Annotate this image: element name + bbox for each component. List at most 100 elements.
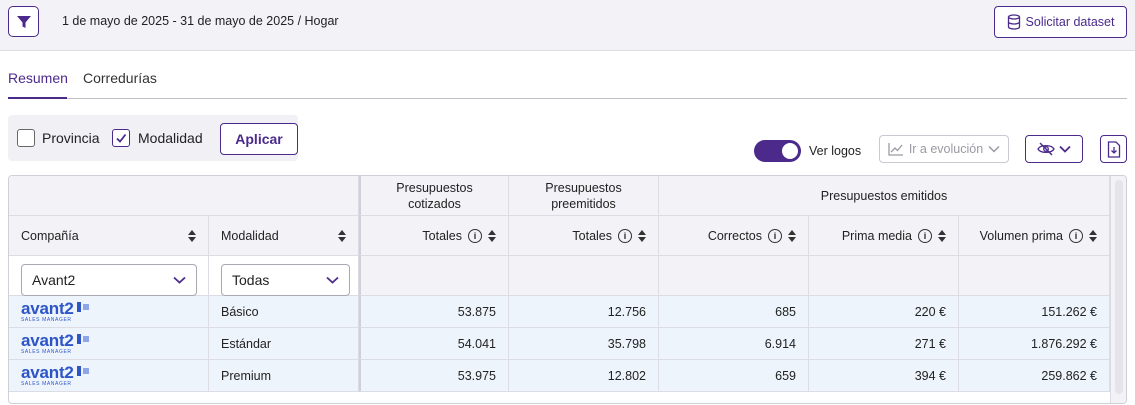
column-header-prima-media[interactable]: Prima media i — [809, 216, 959, 256]
info-icon[interactable]: i — [768, 228, 782, 243]
ver-logos-label: Ver logos — [809, 144, 862, 158]
logo-mark-icon — [76, 365, 89, 376]
logo-wordmark: avant2 — [21, 362, 74, 382]
group-header-cotizados: Presupuestos cotizados — [359, 176, 509, 216]
column-visibility-button[interactable] — [1025, 135, 1083, 163]
vertical-scrollbar[interactable] — [1110, 176, 1126, 403]
table-cell-modalidad: Premium — [209, 360, 359, 392]
column-label: Prima media — [841, 228, 912, 243]
compania-select[interactable]: Avant2 — [21, 264, 197, 296]
column-header-correctos[interactable]: Correctos i — [659, 216, 809, 256]
filter-button[interactable] — [8, 6, 39, 37]
grouping-filters: Provincia Modalidad Aplicar — [8, 115, 298, 161]
cell-value: 394 € — [914, 369, 946, 383]
sort-icon — [1089, 229, 1097, 242]
info-icon[interactable]: i — [918, 228, 932, 243]
sort-icon — [338, 229, 346, 242]
provincia-checkbox[interactable] — [17, 129, 35, 147]
column-header-volumen-prima[interactable]: Volumen prima i — [959, 216, 1110, 256]
tab-resumen[interactable]: Resumen — [8, 70, 68, 99]
cell-value: Estándar — [221, 336, 272, 351]
group-header-emitidos: Presupuestos emitidos — [659, 176, 1110, 216]
request-dataset-label: Solicitar dataset — [1025, 15, 1115, 29]
column-label: Compañía — [21, 228, 79, 243]
toggle-knob — [782, 143, 798, 159]
table-cell-preemitidos: 12.802 — [509, 360, 659, 392]
export-button[interactable] — [1100, 135, 1127, 163]
table-cell-volumen-prima: 259.862 € — [959, 360, 1110, 392]
database-icon — [1007, 14, 1020, 30]
filter-cell-empty — [959, 256, 1110, 296]
avant2-logo: avant2 SALES MANAGER — [21, 298, 90, 323]
modalidad-label: Modalidad — [138, 130, 203, 146]
cell-value: 53.975 — [457, 369, 496, 383]
column-label: Totales — [572, 228, 612, 243]
top-bar: 1 de mayo de 2025 - 31 de mayo de 2025 /… — [0, 0, 1135, 51]
column-label: Modalidad — [221, 228, 279, 243]
chevron-down-icon — [1059, 145, 1071, 153]
apply-button[interactable]: Aplicar — [220, 123, 298, 155]
tab-bar: Resumen Corredurías — [8, 70, 1127, 99]
filter-cell-modalidad: Todas — [209, 256, 359, 296]
cell-value: Premium — [221, 368, 272, 383]
filter-cell-empty — [659, 256, 809, 296]
eye-off-icon — [1037, 142, 1055, 156]
company-logo-cell: avant2 SALES MANAGER — [9, 296, 209, 328]
group-header-empty — [9, 176, 359, 216]
avant2-logo: avant2 SALES MANAGER — [21, 362, 90, 387]
info-icon[interactable]: i — [1069, 228, 1083, 243]
table-cell-prima-media: 394 € — [809, 360, 959, 392]
chevron-down-icon — [173, 276, 186, 284]
table-cell-prima-media: 220 € — [809, 296, 959, 328]
chevron-down-icon — [326, 276, 339, 284]
modalidad-checkbox[interactable] — [112, 129, 130, 147]
cell-value: 35.798 — [607, 337, 646, 351]
date-range-label: 1 de mayo de 2025 - 31 de mayo de 2025 /… — [62, 14, 339, 28]
logo-subtitle: SALES MANAGER — [21, 380, 72, 387]
table-cell-cotizados: 53.875 — [359, 296, 509, 328]
sort-icon — [788, 229, 796, 242]
column-label: Volumen prima — [979, 228, 1063, 243]
evolution-button[interactable]: Ir a evolución — [879, 135, 1009, 163]
table-cell-preemitidos: 12.756 — [509, 296, 659, 328]
company-logo-cell: avant2 SALES MANAGER — [9, 328, 209, 360]
ver-logos-toggle[interactable] — [754, 140, 801, 162]
scroll-thumb[interactable] — [1115, 180, 1123, 394]
column-header-compania[interactable]: Compañía — [9, 216, 209, 256]
checkmark-icon — [116, 133, 127, 143]
column-header-modalidad[interactable]: Modalidad — [209, 216, 359, 256]
filter-cell-empty — [509, 256, 659, 296]
table-cell-correctos: 6.914 — [659, 328, 809, 360]
cell-value: 54.041 — [457, 337, 496, 351]
table-cell-cotizados: 53.975 — [359, 360, 509, 392]
tab-corredurias[interactable]: Corredurías — [83, 70, 157, 86]
column-header-totales-preemitidos[interactable]: Totales i — [509, 216, 659, 256]
data-table: Presupuestos cotizados Presupuestos pree… — [8, 175, 1127, 404]
table-cell-volumen-prima: 1.876.292 € — [959, 328, 1110, 360]
logo-wordmark: avant2 — [21, 298, 74, 318]
evolution-label: Ir a evolución — [908, 142, 984, 156]
cell-value: 220 € — [914, 305, 946, 319]
cell-value: 659 — [775, 369, 796, 383]
column-label: Correctos — [707, 228, 762, 243]
filter-cell-empty — [809, 256, 959, 296]
table-cell-modalidad: Básico — [209, 296, 359, 328]
modalidad-select[interactable]: Todas — [221, 264, 350, 296]
request-dataset-button[interactable]: Solicitar dataset — [994, 6, 1127, 38]
logo-subtitle: SALES MANAGER — [21, 316, 72, 323]
filter-cell-compania: Avant2 — [9, 256, 209, 296]
table-cell-volumen-prima: 151.262 € — [959, 296, 1110, 328]
sort-icon — [938, 229, 946, 242]
avant2-logo: avant2 SALES MANAGER — [21, 330, 90, 355]
column-label: Totales — [422, 228, 462, 243]
table-cell-prima-media: 271 € — [809, 328, 959, 360]
logo-wordmark: avant2 — [21, 330, 74, 350]
modalidad-select-value: Todas — [232, 272, 270, 288]
info-icon[interactable]: i — [468, 228, 482, 243]
filter-cell-empty — [359, 256, 509, 296]
group-header-preemitidos: Presupuestos preemitidos — [509, 176, 659, 216]
column-header-totales-cotizados[interactable]: Totales i — [359, 216, 509, 256]
info-icon[interactable]: i — [618, 228, 632, 243]
cell-value: 685 — [775, 305, 796, 319]
company-logo-cell: avant2 SALES MANAGER — [9, 360, 209, 392]
